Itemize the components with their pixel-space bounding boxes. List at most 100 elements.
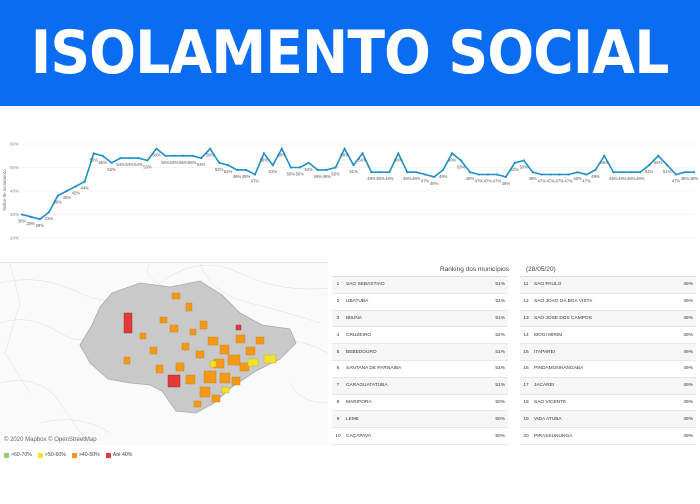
data-point[interactable]	[388, 171, 391, 174]
data-point[interactable]	[119, 157, 122, 160]
ranking-row[interactable]: 5 BEBEDOURO 51%	[332, 344, 508, 361]
data-point[interactable]	[450, 152, 454, 155]
data-point[interactable]	[325, 168, 328, 171]
data-point[interactable]	[361, 152, 364, 155]
ranking-row[interactable]: 16 PINDAMONHANGABA 49%	[520, 361, 696, 378]
data-point[interactable]	[218, 161, 221, 164]
data-point[interactable]	[200, 157, 203, 160]
legend-item[interactable]: >40-50%	[71, 452, 100, 458]
data-point[interactable]	[110, 161, 113, 164]
data-point[interactable]	[522, 159, 525, 162]
data-point[interactable]	[576, 171, 579, 174]
data-point[interactable]	[65, 189, 68, 193]
data-point[interactable]	[540, 173, 543, 176]
data-point[interactable]	[298, 166, 301, 169]
ranking-row[interactable]: 7 CARAGUATATUBA 51%	[332, 377, 508, 395]
data-point[interactable]	[56, 194, 59, 197]
data-point[interactable]	[209, 147, 212, 150]
legend-item[interactable]: >50-60%	[37, 452, 66, 458]
data-point[interactable]	[657, 154, 660, 157]
ranking-row[interactable]: 20 PIRASSUNUNGA 49%	[520, 428, 696, 445]
data-point[interactable]	[226, 164, 230, 167]
data-point[interactable]	[666, 164, 669, 167]
data-point[interactable]	[343, 147, 346, 150]
data-point[interactable]	[486, 173, 490, 176]
data-point[interactable]	[683, 171, 687, 174]
data-point[interactable]	[244, 168, 248, 171]
ranking-row[interactable]: 8 MARIPORÃ 50%	[332, 395, 508, 412]
data-point[interactable]	[433, 175, 436, 178]
data-point[interactable]	[191, 154, 194, 157]
ranking-row[interactable]: 18 SÃO VICENTE 49%	[520, 395, 696, 412]
legend-item[interactable]: Até 40%	[105, 452, 132, 458]
municipalities-50-60[interactable]	[209, 354, 277, 394]
data-point[interactable]	[352, 164, 355, 167]
ranking-row[interactable]: 9 LEME 50%	[332, 411, 508, 429]
ranking-row[interactable]: 17 JACAREÍ 49%	[520, 377, 696, 395]
data-point[interactable]	[101, 154, 104, 157]
data-point[interactable]	[549, 173, 552, 176]
data-point[interactable]	[316, 168, 319, 171]
data-point[interactable]	[164, 154, 167, 157]
data-point[interactable]	[182, 154, 185, 157]
data-point[interactable]	[442, 168, 445, 171]
data-point[interactable]	[406, 171, 409, 174]
data-point[interactable]	[558, 173, 561, 176]
data-point[interactable]	[146, 159, 149, 162]
data-point[interactable]	[20, 213, 24, 216]
legend-item[interactable]: >60-70%	[4, 452, 32, 458]
data-point[interactable]	[424, 173, 427, 176]
data-point[interactable]	[280, 147, 283, 150]
data-point[interactable]	[504, 175, 507, 178]
data-point[interactable]	[253, 173, 257, 176]
data-point[interactable]	[289, 166, 292, 169]
ranking-row[interactable]: 4 CRUZEIRO 52%	[332, 327, 508, 345]
data-point[interactable]	[137, 157, 140, 160]
data-point[interactable]	[585, 173, 588, 176]
data-point[interactable]	[334, 166, 337, 169]
data-point[interactable]	[612, 171, 615, 174]
data-point[interactable]	[603, 154, 606, 157]
data-point[interactable]	[155, 147, 158, 150]
data-point[interactable]	[531, 171, 534, 174]
data-point[interactable]	[235, 168, 239, 171]
data-point[interactable]	[513, 161, 516, 164]
data-point[interactable]	[271, 164, 274, 167]
data-point[interactable]	[495, 173, 498, 176]
ranking-row[interactable]: 11 SÃO PAULO 49%	[520, 277, 696, 294]
ranking-row[interactable]: 3 IBIÚNA 51%	[332, 310, 508, 328]
data-point[interactable]	[415, 171, 418, 174]
data-point[interactable]	[173, 154, 176, 157]
data-point[interactable]	[468, 171, 472, 174]
ranking-row[interactable]: 19 VIDA ATUBA 49%	[520, 411, 696, 429]
ranking-row[interactable]: 12 SÃO JOÃO DA BOA VISTA 49%	[520, 294, 696, 311]
data-point[interactable]	[459, 159, 463, 162]
data-point[interactable]	[639, 171, 642, 174]
ranking-row[interactable]: 1 SÃO SEBASTIÃO 51%	[332, 277, 508, 294]
municipalities-40-50[interactable]	[123, 292, 265, 408]
data-point[interactable]	[74, 185, 77, 188]
data-point[interactable]	[674, 173, 678, 176]
data-point[interactable]	[477, 173, 481, 176]
data-point[interactable]	[38, 218, 42, 221]
data-point[interactable]	[307, 161, 310, 164]
data-point[interactable]	[47, 211, 50, 214]
ranking-row[interactable]: 15 ITAPAREÍ 49%	[520, 344, 696, 361]
sao-paulo-map[interactable]	[0, 263, 328, 445]
data-point[interactable]	[83, 180, 86, 183]
data-point[interactable]	[262, 152, 266, 155]
map-panel[interactable]: © 2020 Mapbox © OpenStreetMap	[0, 262, 328, 445]
data-point[interactable]	[379, 171, 382, 174]
ranking-row[interactable]: 14 MOGI MIRIM 49%	[520, 327, 696, 345]
data-point[interactable]	[370, 171, 373, 174]
data-point[interactable]	[128, 157, 131, 160]
ranking-row[interactable]: 10 CAÇAPAVA 50%	[332, 428, 508, 445]
data-point[interactable]	[397, 152, 400, 155]
data-point[interactable]	[648, 164, 651, 167]
data-point[interactable]	[92, 152, 95, 155]
data-point[interactable]	[594, 168, 597, 171]
map-attribution[interactable]: © 2020 Mapbox © OpenStreetMap	[4, 437, 97, 443]
ranking-row[interactable]: 2 UBATUBA 51%	[332, 294, 508, 311]
data-point[interactable]	[692, 171, 696, 174]
data-point[interactable]	[29, 215, 33, 218]
